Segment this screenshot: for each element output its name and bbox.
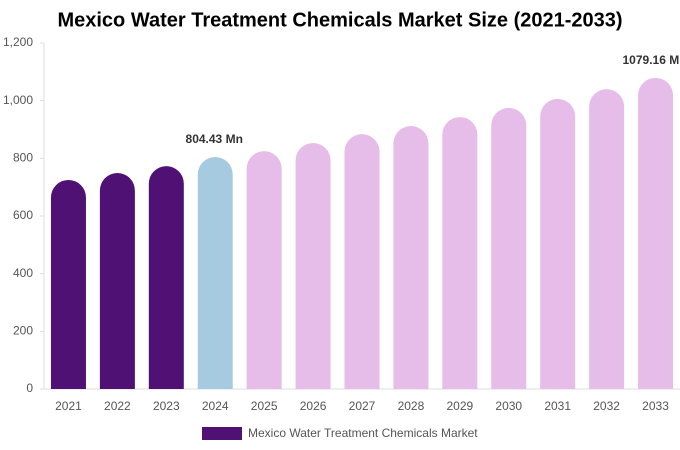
x-tick-label: 2028 xyxy=(398,399,425,413)
y-tick-label: 1,200 xyxy=(3,35,33,49)
bar xyxy=(197,157,233,389)
x-tick-label: 2022 xyxy=(104,399,131,413)
y-tick-label: 400 xyxy=(13,266,33,280)
bar xyxy=(246,151,282,389)
bar xyxy=(540,98,576,389)
x-tick-label: 2021 xyxy=(55,399,82,413)
x-tick-label: 2033 xyxy=(642,399,669,413)
bar xyxy=(50,179,86,389)
bar xyxy=(393,126,429,389)
bar xyxy=(491,107,527,389)
bar xyxy=(638,77,674,390)
chart-title: Mexico Water Treatment Chemicals Market … xyxy=(57,9,622,31)
legend-swatch xyxy=(202,427,242,440)
x-tick-label: 2027 xyxy=(349,399,376,413)
bar xyxy=(295,143,331,389)
bar xyxy=(99,173,135,389)
x-tick-label: 2024 xyxy=(202,399,229,413)
y-tick-label: 600 xyxy=(13,208,33,222)
x-tick-label: 2031 xyxy=(544,399,571,413)
x-tick-label: 2030 xyxy=(495,399,522,413)
y-tick-label: 200 xyxy=(13,324,33,338)
y-tick-label: 0 xyxy=(26,381,33,395)
x-tick-label: 2026 xyxy=(300,399,327,413)
x-tick-label: 2023 xyxy=(153,399,180,413)
legend-label: Mexico Water Treatment Chemicals Market xyxy=(248,426,478,440)
bar xyxy=(344,134,380,389)
x-tick-label: 2029 xyxy=(446,399,473,413)
y-tick-label: 800 xyxy=(13,151,33,165)
bar xyxy=(442,117,478,389)
bar xyxy=(589,89,625,389)
bar xyxy=(148,166,184,389)
x-tick-label: 2025 xyxy=(251,399,278,413)
data-label: 804.43 Mn xyxy=(186,132,243,146)
x-tick-label: 2032 xyxy=(593,399,620,413)
y-tick-label: 1,000 xyxy=(3,93,33,107)
data-label: 1079.16 Mn xyxy=(623,53,680,67)
